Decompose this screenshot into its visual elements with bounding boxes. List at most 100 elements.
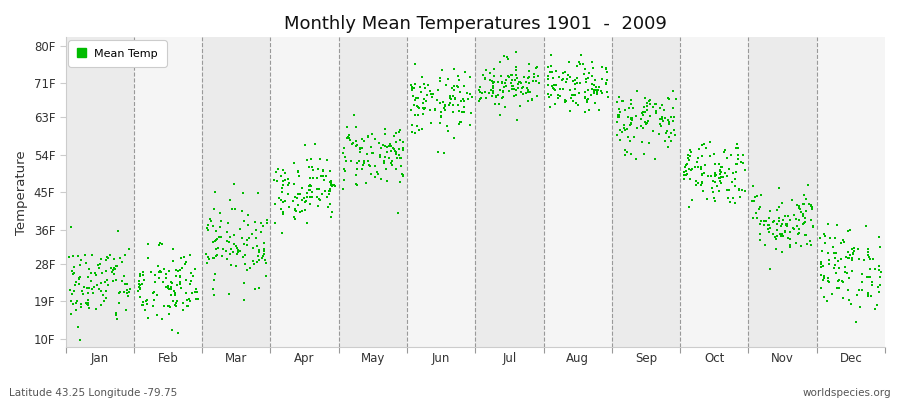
Point xyxy=(295,197,310,203)
Point xyxy=(323,200,338,207)
Point xyxy=(302,183,317,190)
Point xyxy=(817,275,832,281)
Point xyxy=(257,248,272,254)
Point xyxy=(99,268,113,274)
Point xyxy=(612,112,626,118)
Point xyxy=(525,96,539,103)
Point xyxy=(89,305,104,312)
Point xyxy=(659,130,673,137)
Point xyxy=(713,177,727,184)
Point xyxy=(498,80,512,86)
Point xyxy=(581,106,596,113)
Point xyxy=(725,170,740,176)
Point xyxy=(310,175,324,181)
Point xyxy=(68,270,82,276)
Point xyxy=(180,303,194,309)
Point xyxy=(548,101,562,107)
Point xyxy=(797,220,812,226)
Point xyxy=(323,168,338,174)
Point xyxy=(68,279,83,286)
Point xyxy=(842,249,856,256)
Point xyxy=(820,220,834,227)
Point xyxy=(624,115,638,122)
Point xyxy=(612,114,626,120)
Point xyxy=(464,90,478,97)
Point xyxy=(519,85,534,91)
Point xyxy=(319,173,333,179)
Point xyxy=(640,107,654,113)
Point xyxy=(767,218,781,224)
Point xyxy=(416,100,430,107)
Point xyxy=(328,182,342,188)
Point xyxy=(666,105,680,111)
Point xyxy=(696,188,710,194)
Point xyxy=(437,102,452,109)
Point xyxy=(312,195,327,202)
Point xyxy=(393,136,408,143)
Point xyxy=(441,128,455,134)
Point xyxy=(396,172,410,179)
Point xyxy=(845,268,859,275)
Point xyxy=(164,279,178,285)
Point xyxy=(745,198,760,204)
Point xyxy=(299,198,313,204)
Point xyxy=(617,152,632,158)
Point xyxy=(505,76,519,83)
Point xyxy=(625,116,639,123)
Point xyxy=(861,273,876,280)
Point xyxy=(695,170,709,177)
Point xyxy=(612,106,626,112)
Point xyxy=(256,252,270,259)
Point xyxy=(843,227,858,233)
Point xyxy=(302,175,317,181)
Point xyxy=(276,166,291,173)
Point xyxy=(224,246,238,252)
Point xyxy=(368,163,382,169)
Point xyxy=(572,90,586,96)
Point xyxy=(256,246,271,252)
Point xyxy=(349,138,364,144)
Point xyxy=(356,158,371,164)
Point xyxy=(714,175,728,182)
Point xyxy=(542,94,556,101)
Point xyxy=(723,198,737,205)
Point xyxy=(109,312,123,318)
Point xyxy=(861,246,876,252)
Point xyxy=(640,120,654,126)
Point xyxy=(793,205,807,212)
Point xyxy=(107,271,122,277)
Point xyxy=(766,218,780,225)
Point xyxy=(388,147,402,154)
Point xyxy=(69,300,84,306)
Point xyxy=(635,109,650,116)
Point xyxy=(820,298,834,304)
Point xyxy=(489,93,503,99)
Point xyxy=(499,104,513,111)
Point xyxy=(442,102,456,108)
Point xyxy=(232,226,247,232)
Point xyxy=(508,93,522,99)
Point xyxy=(113,254,128,261)
Point xyxy=(735,160,750,166)
Point xyxy=(734,159,748,165)
Point xyxy=(140,296,155,303)
Point xyxy=(871,283,886,290)
Point xyxy=(378,126,392,132)
Point xyxy=(68,282,82,288)
Point xyxy=(456,97,471,104)
Point xyxy=(321,191,336,197)
Point xyxy=(587,88,601,94)
Point xyxy=(356,160,371,166)
Point xyxy=(200,260,214,266)
Point xyxy=(869,302,884,308)
Point xyxy=(164,286,178,292)
Point xyxy=(315,191,329,198)
Point xyxy=(642,98,656,104)
Point xyxy=(166,246,181,252)
Point xyxy=(184,290,199,296)
Point xyxy=(373,153,387,160)
Point xyxy=(505,83,519,90)
Point xyxy=(830,222,844,228)
Point xyxy=(572,61,587,68)
Point xyxy=(202,222,216,228)
